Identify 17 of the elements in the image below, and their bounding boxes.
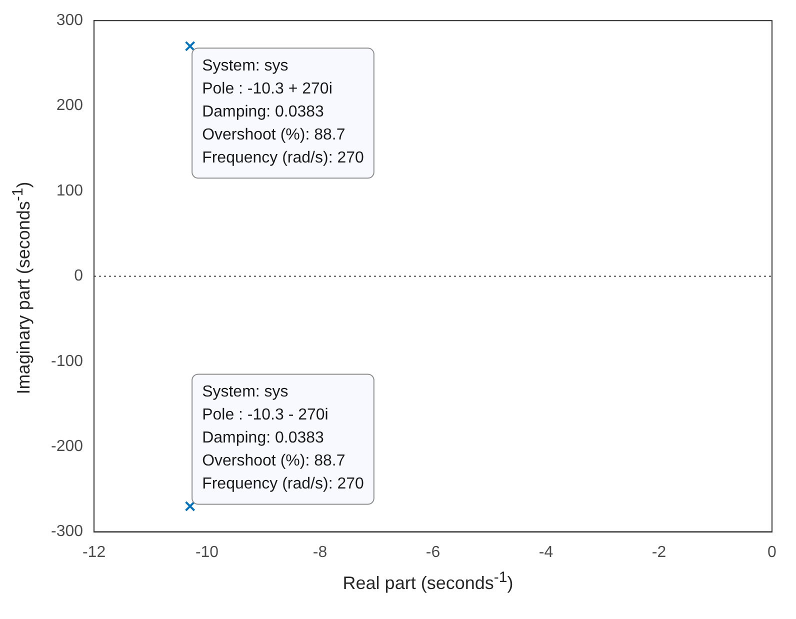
x-axis-title: Real part (seconds$^{-1}$): [342, 569, 514, 594]
y-tick-label: -200: [50, 438, 84, 456]
y-tick-label: 100: [56, 182, 84, 200]
x-tick-label: -12: [82, 544, 106, 561]
x-tick-label: -4: [538, 544, 554, 561]
annotation: System: sys Pole : -10.3 + 270i Damping: 0.0383 Overshoot (%): 88.7 Frequency (rad/s): 270: [202, 58, 364, 167]
x-tick-label: -10: [195, 544, 219, 561]
y-tick-label: 200: [56, 97, 84, 114]
y-tick-label: -300: [50, 523, 84, 540]
y-tick-label: -100: [50, 352, 84, 370]
x-tick-label: -6: [426, 544, 440, 561]
x-tick-label: -2: [652, 544, 666, 561]
y-tick-label: 0: [74, 268, 84, 285]
annotation: System: sys Pole : -10.3 - 270i Damping: 0.0383 Overshoot (%): 88.7 Frequency (rad/s): 270: [202, 384, 364, 493]
x-tick-label: -8: [312, 544, 328, 561]
x-tick-label: 0: [768, 544, 777, 561]
y-tick-label: 300: [56, 12, 84, 30]
